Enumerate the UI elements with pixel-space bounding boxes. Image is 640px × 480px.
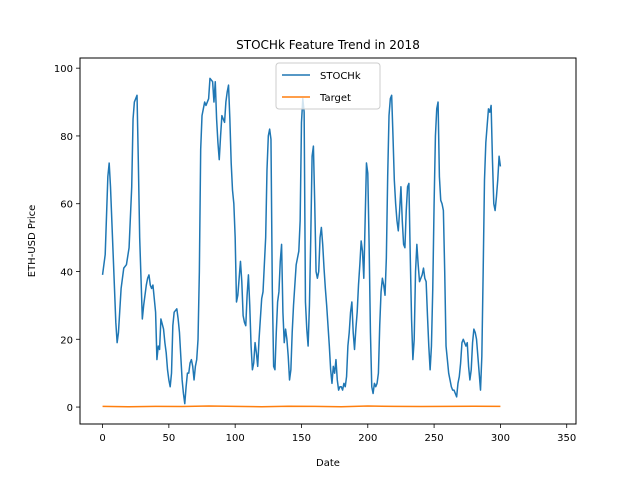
series-line-target — [102, 405, 501, 408]
legend-entry-target: Target — [319, 93, 351, 104]
y-axis: 0 20 40 60 80 100 — [54, 64, 80, 414]
x-tick-label: 200 — [358, 433, 377, 444]
y-axis-label: ETH-USD Price — [27, 205, 38, 278]
y-tick-label: 100 — [54, 64, 73, 75]
x-tick-label: 300 — [491, 433, 510, 444]
y-tick-label: 80 — [60, 132, 73, 143]
series-line-stochk — [101, 77, 502, 405]
y-tick-label: 40 — [60, 268, 73, 279]
x-tick-label: 150 — [292, 433, 311, 444]
x-tick-label: 350 — [557, 433, 576, 444]
legend-entry-stochk: STOCHk — [320, 71, 361, 82]
chart-title: STOCHk Feature Trend in 2018 — [236, 38, 420, 52]
y-tick-label: 20 — [60, 335, 73, 346]
x-tick-label: 100 — [226, 433, 245, 444]
plot-frame — [79, 57, 577, 425]
legend: STOCHk Target — [275, 62, 381, 110]
x-tick-label: 50 — [162, 433, 175, 444]
y-tick-label: 60 — [60, 200, 73, 211]
plot-area — [101, 77, 502, 408]
x-axis: 0 50 100 150 200 250 300 350 — [99, 424, 576, 444]
x-tick-label: 0 — [99, 433, 105, 444]
x-tick-label: 250 — [425, 433, 444, 444]
y-tick-label: 0 — [67, 403, 73, 414]
x-axis-label: Date — [316, 458, 340, 469]
